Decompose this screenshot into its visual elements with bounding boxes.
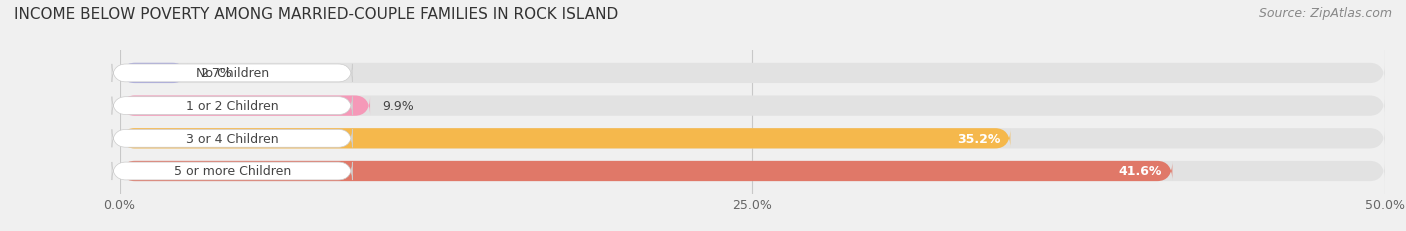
FancyBboxPatch shape bbox=[120, 161, 1385, 181]
Text: 9.9%: 9.9% bbox=[382, 100, 415, 113]
FancyBboxPatch shape bbox=[120, 129, 1385, 149]
FancyBboxPatch shape bbox=[120, 64, 188, 84]
FancyBboxPatch shape bbox=[112, 97, 353, 115]
Text: Source: ZipAtlas.com: Source: ZipAtlas.com bbox=[1258, 7, 1392, 20]
FancyBboxPatch shape bbox=[112, 130, 353, 148]
FancyBboxPatch shape bbox=[120, 96, 370, 116]
Text: 2.7%: 2.7% bbox=[201, 67, 232, 80]
Text: No Children: No Children bbox=[195, 67, 269, 80]
FancyBboxPatch shape bbox=[120, 129, 1011, 149]
FancyBboxPatch shape bbox=[112, 65, 353, 83]
Text: INCOME BELOW POVERTY AMONG MARRIED-COUPLE FAMILIES IN ROCK ISLAND: INCOME BELOW POVERTY AMONG MARRIED-COUPL… bbox=[14, 7, 619, 22]
FancyBboxPatch shape bbox=[120, 96, 1385, 116]
FancyBboxPatch shape bbox=[112, 162, 353, 180]
Text: 1 or 2 Children: 1 or 2 Children bbox=[186, 100, 278, 113]
Text: 3 or 4 Children: 3 or 4 Children bbox=[186, 132, 278, 145]
Text: 35.2%: 35.2% bbox=[957, 132, 1000, 145]
FancyBboxPatch shape bbox=[120, 161, 1173, 181]
FancyBboxPatch shape bbox=[120, 64, 1385, 84]
Text: 41.6%: 41.6% bbox=[1119, 165, 1163, 178]
Text: 5 or more Children: 5 or more Children bbox=[173, 165, 291, 178]
